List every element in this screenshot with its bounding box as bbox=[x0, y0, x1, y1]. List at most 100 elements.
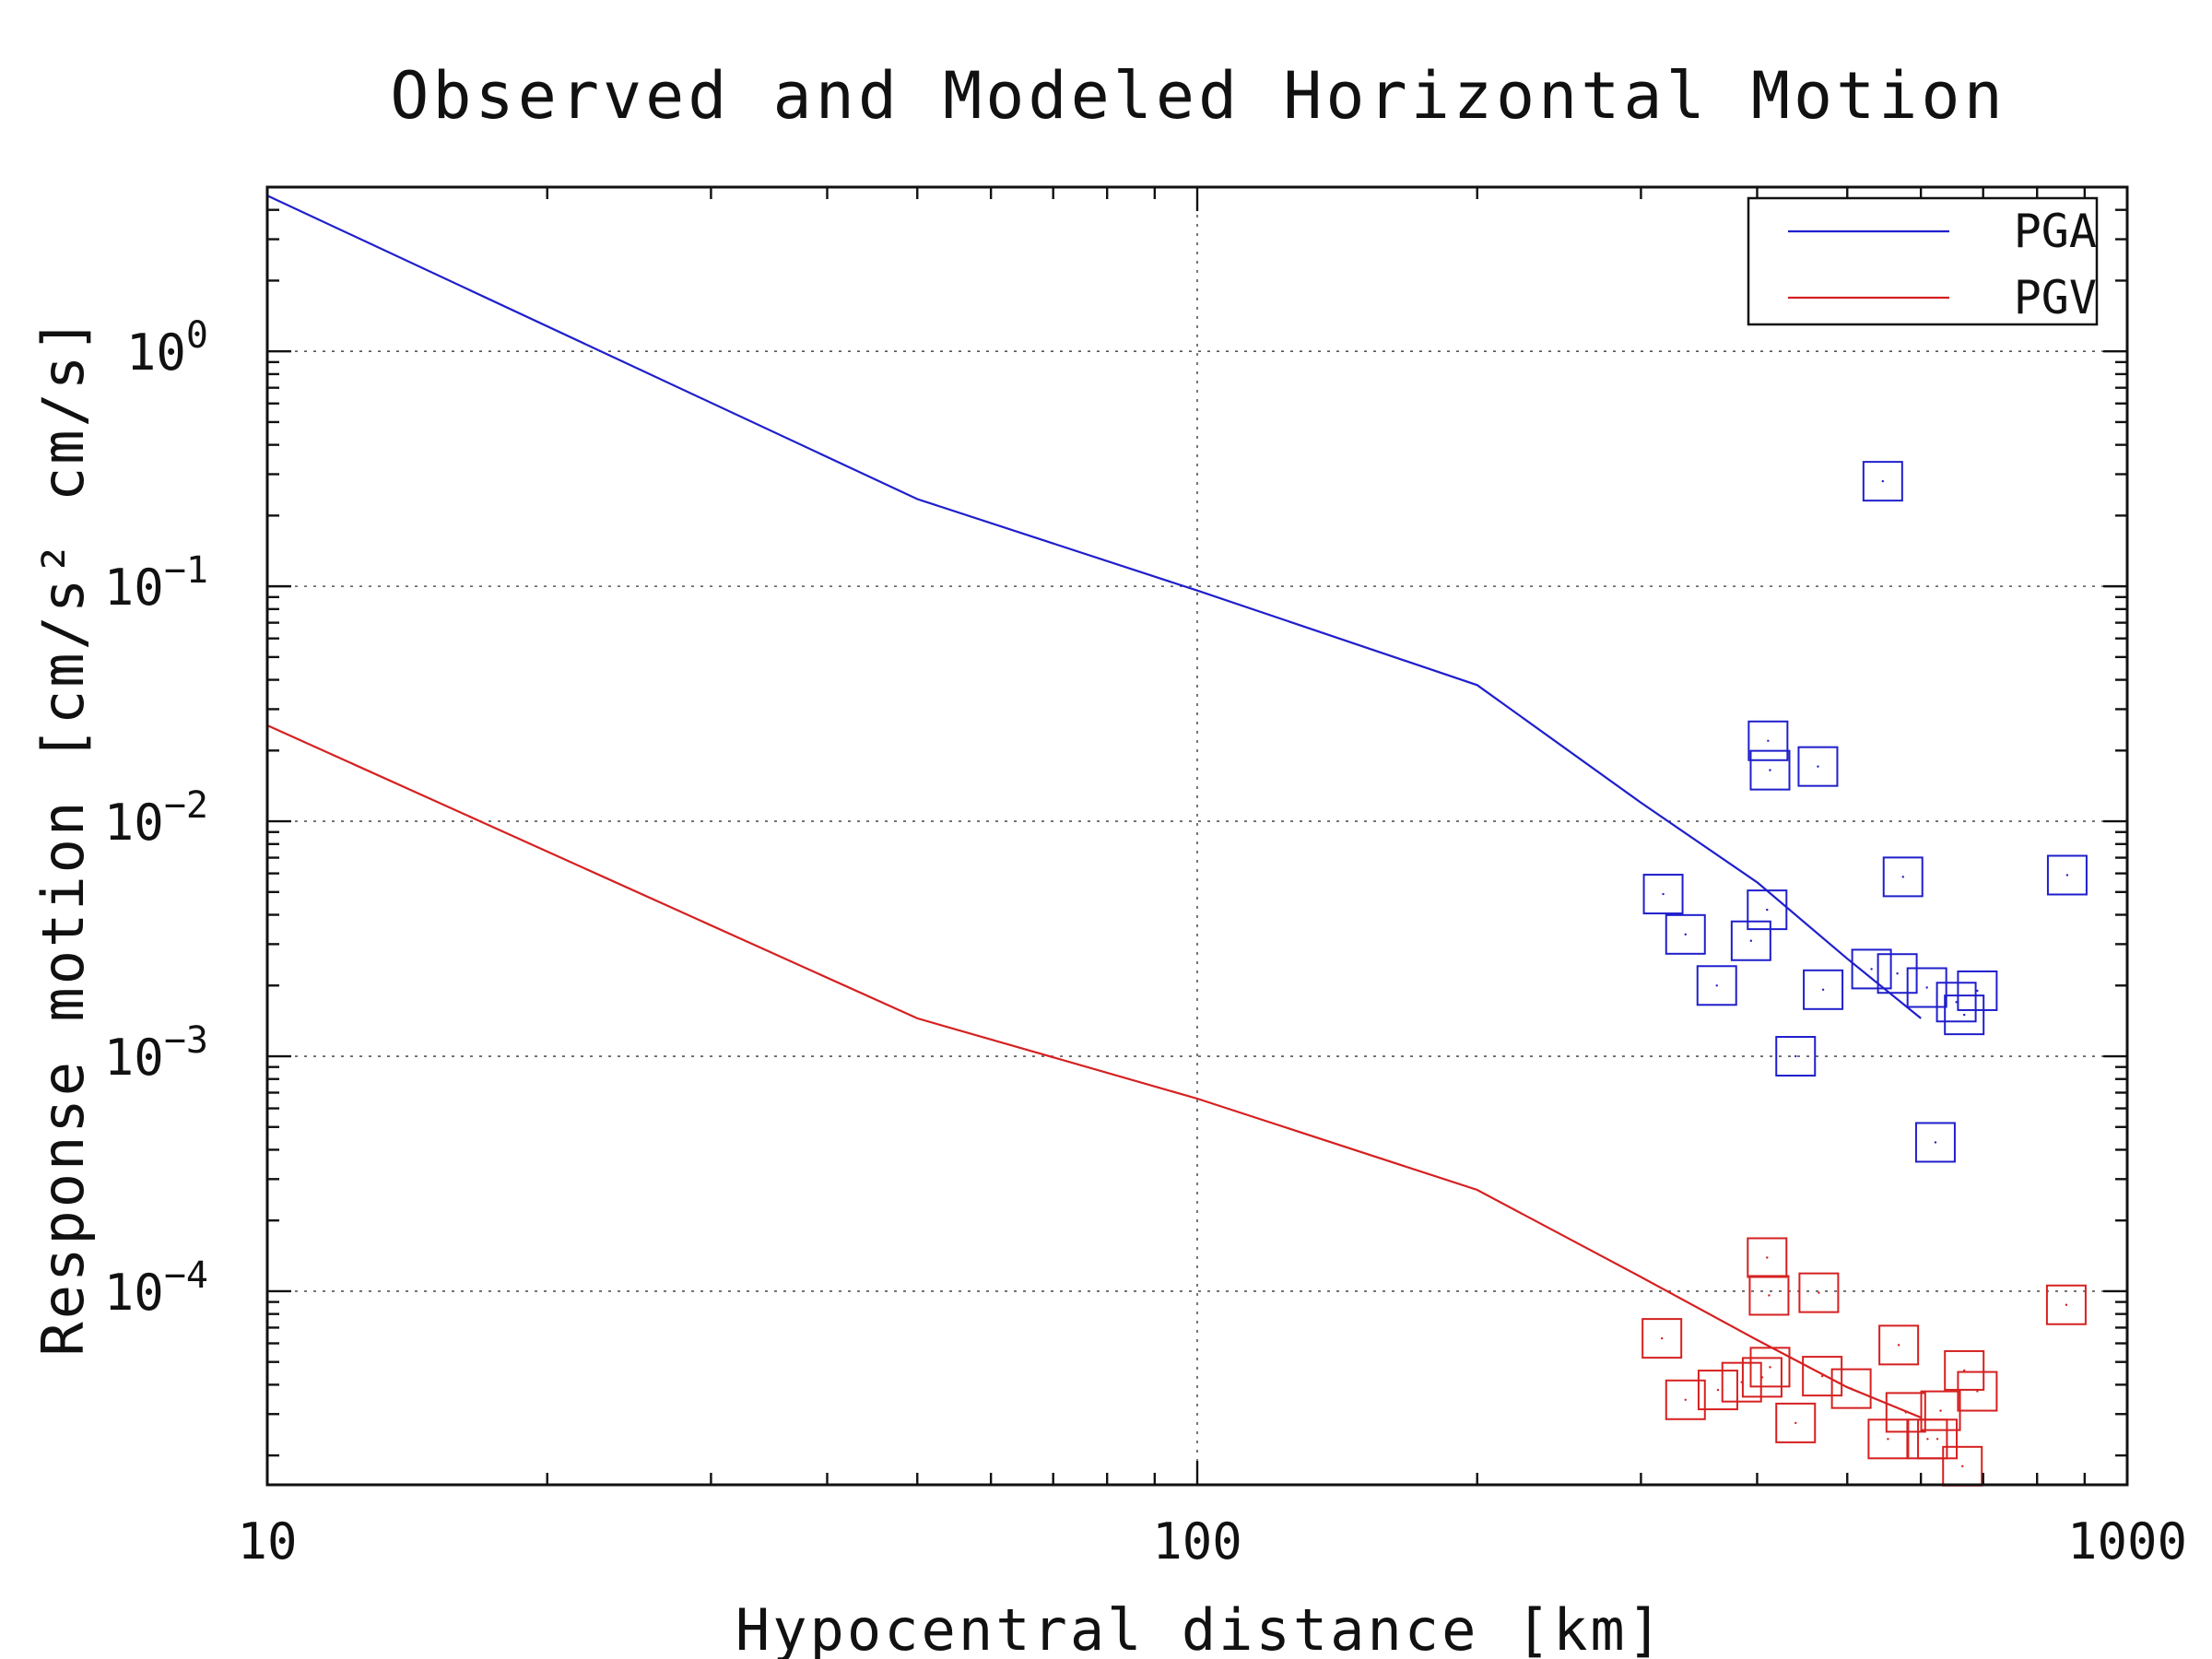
pgv-point-center bbox=[1939, 1409, 1942, 1412]
pga-observed-point bbox=[1936, 982, 1977, 1023]
pga-point-center bbox=[1715, 984, 1718, 987]
legend-box bbox=[1747, 196, 2099, 326]
legend-label-pgv: PGV bbox=[2014, 271, 2097, 324]
pga-observed-point bbox=[1642, 874, 1684, 915]
pgv-point-center bbox=[1976, 1390, 1979, 1393]
pgv-observed-point bbox=[1665, 1379, 1706, 1420]
pgv-point-center bbox=[1768, 1294, 1771, 1297]
pga-point-center bbox=[1749, 939, 1753, 942]
axis-ticks: 10 100 1000 10−4 10−3 10−2 10−1 100 bbox=[104, 185, 2187, 1571]
pga-model-line bbox=[266, 194, 1922, 1019]
pga-observed-point bbox=[1665, 913, 1706, 955]
pgv-point-center bbox=[1794, 1421, 1797, 1425]
pgv-point-center bbox=[1897, 1344, 1900, 1347]
pgv-observed-point bbox=[1798, 1272, 1840, 1313]
pga-observed-point bbox=[1749, 749, 1791, 791]
pgv-observed-point bbox=[1748, 1275, 1790, 1316]
plot-area bbox=[266, 194, 2088, 1487]
pga-point-center bbox=[1794, 1054, 1797, 1058]
pga-observed-point bbox=[1957, 970, 1998, 1011]
pgv-observed-point bbox=[1747, 1237, 1788, 1278]
y-tick-label: 10−4 bbox=[104, 1254, 208, 1322]
pga-point-center bbox=[1955, 1001, 1958, 1004]
pga-observed-point bbox=[1730, 920, 1771, 961]
pgv-observed-point bbox=[1917, 1418, 1959, 1460]
pgv-point-center bbox=[1716, 1388, 1720, 1392]
pgv-point-center bbox=[1961, 1465, 1964, 1468]
pgv-observed-point bbox=[1749, 1347, 1791, 1388]
legend: PGA PGV bbox=[1747, 196, 2099, 326]
pga-observed-point bbox=[1696, 965, 1737, 1006]
pgv-point-center bbox=[1904, 1411, 1907, 1414]
pgv-observed-point bbox=[1775, 1402, 1817, 1443]
chart-title: Observed and Modeled Horizontal Motion bbox=[390, 58, 2006, 134]
pga-observed-point bbox=[1797, 746, 1839, 787]
pgv-observed-point bbox=[1641, 1318, 1683, 1359]
pga-point-center bbox=[1662, 892, 1665, 896]
pga-observed-point bbox=[1747, 720, 1789, 761]
pga-observed-point bbox=[1803, 969, 1844, 1010]
pga-point-center bbox=[1766, 908, 1769, 912]
pgv-point-center bbox=[1818, 1291, 1820, 1294]
pga-point-center bbox=[1821, 988, 1825, 991]
pgv-point-center bbox=[2065, 1303, 2068, 1306]
y-tick-label: 100 bbox=[126, 314, 208, 382]
y-axis-label: Response motion [cm/s² cm/s] bbox=[29, 315, 97, 1356]
pgv-observed-point bbox=[2045, 1284, 2087, 1325]
pgv-point-center bbox=[1769, 1366, 1771, 1369]
legend-label-pga: PGA bbox=[2014, 205, 2097, 258]
pga-observed-point bbox=[1851, 948, 1892, 990]
pgv-point-center bbox=[1926, 1438, 1929, 1441]
y-tick-label: 10−3 bbox=[104, 1019, 208, 1087]
x-tick-label: 10 bbox=[237, 1512, 297, 1571]
pgv-point-center bbox=[1850, 1387, 1853, 1390]
pga-observed-point bbox=[1882, 856, 1924, 898]
pga-observed-point bbox=[1906, 967, 1947, 1008]
pgv-observed-point bbox=[1802, 1356, 1843, 1397]
pga-point-center bbox=[1934, 1141, 1937, 1144]
pgv-point-center bbox=[1660, 1336, 1664, 1340]
pga-point-center bbox=[1767, 739, 1770, 742]
grid-lines bbox=[267, 187, 2127, 1485]
pgv-point-center bbox=[1766, 1256, 1769, 1259]
pgv-observed-point bbox=[1878, 1324, 1920, 1366]
pgv-point-center bbox=[1820, 1374, 1824, 1378]
pga-observed-point bbox=[2046, 854, 2088, 896]
x-axis-label: Hypocentral distance [km] bbox=[735, 1596, 1665, 1659]
pgv-observed-point bbox=[1885, 1392, 1926, 1433]
pgv-observed-point bbox=[1830, 1368, 1872, 1409]
pga-point-center bbox=[1881, 479, 1885, 483]
pgv-observed-point bbox=[1697, 1370, 1738, 1411]
pgv-point-center bbox=[1684, 1398, 1687, 1401]
pgv-point-center bbox=[1760, 1376, 1764, 1379]
pga-point-center bbox=[1925, 986, 1928, 989]
pgv-observed-point bbox=[1721, 1361, 1762, 1403]
pga-point-center bbox=[1976, 989, 1979, 993]
pga-point-center bbox=[1684, 933, 1687, 936]
pgv-observed-point bbox=[1957, 1371, 1998, 1412]
plot-frame bbox=[265, 185, 2129, 1487]
pga-observed-point bbox=[1775, 1036, 1817, 1077]
pgv-point-center bbox=[1887, 1438, 1889, 1441]
pga-observed-point bbox=[1914, 1122, 1956, 1163]
pga-point-center bbox=[1962, 1013, 1966, 1017]
pga-observed-point bbox=[1747, 889, 1788, 931]
pga-observed-point bbox=[1862, 461, 1903, 502]
pgv-point-center bbox=[1936, 1438, 1939, 1441]
pga-observed-point bbox=[1877, 953, 1918, 994]
pgv-point-center bbox=[1962, 1369, 1966, 1372]
y-tick-label: 10−2 bbox=[104, 784, 208, 852]
pga-point-center bbox=[1817, 765, 1819, 768]
pgv-observed-point bbox=[1741, 1357, 1783, 1398]
pga-point-center bbox=[1870, 968, 1873, 971]
pgv-observed-point bbox=[1944, 1349, 1985, 1391]
x-tick-label: 100 bbox=[1152, 1512, 1242, 1571]
pga-observed-point bbox=[1944, 994, 1985, 1036]
y-tick-label: 10−1 bbox=[104, 549, 208, 617]
x-tick-label: 1000 bbox=[2067, 1512, 2187, 1571]
pga-point-center bbox=[2065, 874, 2069, 877]
pga-point-center bbox=[1769, 769, 1771, 771]
pga-point-center bbox=[1901, 876, 1904, 878]
pga-point-center bbox=[1896, 972, 1899, 975]
